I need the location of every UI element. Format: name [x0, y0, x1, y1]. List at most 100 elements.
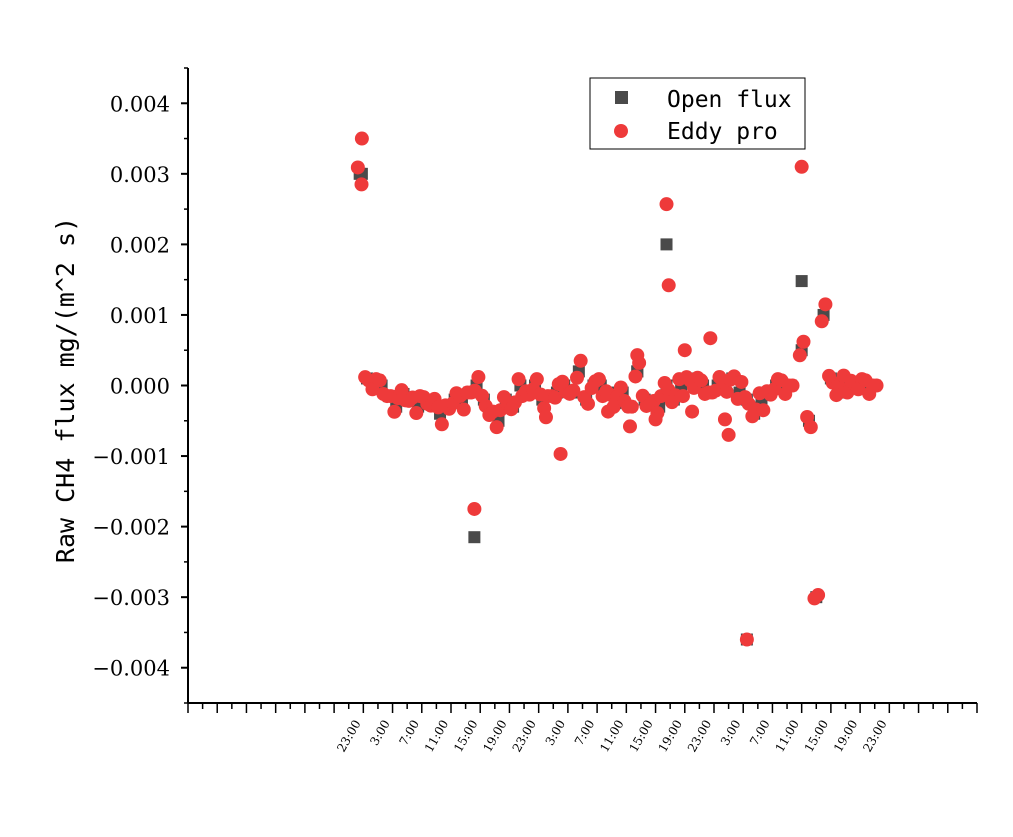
- x-tick-label: 7:00: [747, 718, 773, 748]
- y-tick-label: 0.001: [110, 304, 170, 328]
- eddy-pro-point: [822, 368, 837, 383]
- eddy-pro-point: [628, 369, 643, 384]
- eddy-pro-point: [717, 412, 732, 427]
- open-flux-point: [660, 238, 673, 251]
- eddy-pro-point: [661, 278, 676, 293]
- legend: Open flux Eddy pro: [589, 77, 806, 150]
- eddy-pro-point: [358, 370, 373, 385]
- eddy-pro-point: [538, 410, 553, 425]
- y-tick-label: 0.003: [110, 163, 170, 187]
- eddy-pro-point: [794, 159, 809, 174]
- eddy-pro-point: [679, 370, 694, 385]
- eddy-pro-point: [734, 374, 749, 389]
- eddy-pro-point: [796, 334, 811, 349]
- eddy-pro-point: [721, 427, 736, 442]
- eddy-pro-point: [601, 404, 616, 419]
- eddy-pro-point: [756, 403, 771, 418]
- eddy-pro-point: [738, 390, 753, 405]
- eddy-pro-point: [456, 402, 471, 417]
- eddy-pro-point: [482, 407, 497, 422]
- x-tick-label: 23:00: [334, 718, 363, 755]
- eddy-pro-point: [659, 197, 674, 212]
- eddy-pro-point: [591, 372, 606, 387]
- eddy-pro-point: [694, 373, 709, 388]
- eddy-pro-point: [745, 409, 760, 424]
- eddy-pro-point: [489, 420, 504, 435]
- eddy-pro-point: [599, 384, 614, 399]
- open-flux-point: [795, 275, 808, 288]
- eddy-pro-point: [664, 395, 679, 410]
- legend-label-open-flux: Open flux: [667, 87, 792, 113]
- series-eddy-pro: [350, 131, 884, 647]
- x-tick-label: 19:00: [831, 718, 860, 755]
- legend-box: [589, 77, 806, 150]
- eddy-pro-point: [818, 297, 833, 312]
- eddy-pro-point: [372, 373, 387, 388]
- x-tick-label: 11:00: [773, 718, 802, 755]
- x-tick-label: 7:00: [572, 718, 598, 748]
- eddy-pro-point: [350, 160, 365, 175]
- x-tick-label: 15:00: [451, 718, 480, 755]
- eddy-pro-point: [622, 419, 637, 434]
- eddy-pro-point: [675, 389, 690, 404]
- y-tick-label: −0.002: [92, 516, 170, 540]
- eddy-pro-point: [800, 409, 815, 424]
- eddy-pro-point: [548, 390, 563, 405]
- y-axis-ticks: 0.004 0.003 0.002 0.001 0.000 −0.001 −0.002 −0.…: [92, 67, 188, 704]
- eddy-pro-point: [434, 417, 449, 432]
- y-tick-label: −0.001: [92, 445, 170, 469]
- x-tick-label: 3:00: [543, 718, 569, 748]
- eddy-pro-point: [475, 388, 490, 403]
- eddy-pro-point: [865, 378, 880, 393]
- eddy-pro-point: [496, 390, 511, 405]
- eddy-pro-point: [657, 375, 672, 390]
- x-tick-label: 19:00: [480, 718, 509, 755]
- eddy-pro-point: [467, 501, 482, 516]
- x-tick-label: 11:00: [422, 718, 451, 755]
- eddy-pro-point: [677, 343, 692, 358]
- eddy-pro-point: [630, 348, 645, 363]
- eddy-pro-point: [380, 389, 395, 404]
- x-tick-label: 7:00: [396, 718, 422, 748]
- x-tick-label: 19:00: [656, 718, 685, 755]
- eddy-pro-point: [354, 131, 369, 146]
- eddy-pro-point: [781, 378, 796, 393]
- x-tick-label: 11:00: [597, 718, 626, 755]
- eddy-pro-point: [613, 380, 628, 395]
- eddy-pro-point: [829, 388, 844, 403]
- x-tick-label: 3:00: [367, 718, 393, 748]
- y-tick-label: −0.004: [92, 657, 170, 681]
- eddy-pro-point: [553, 446, 568, 461]
- eddy-pro-point: [401, 393, 416, 408]
- eddy-pro-point: [387, 404, 402, 419]
- eddy-pro-point: [409, 406, 424, 421]
- x-axis-ticks: 23:00 3:00 7:00 11:00 15:00 19:00 23:00 3:00 7:0…: [187, 703, 978, 755]
- y-tick-label: 0.000: [110, 375, 170, 399]
- x-tick-label: 23:00: [510, 718, 539, 755]
- y-tick-label: 0.002: [110, 233, 170, 257]
- eddy-pro-point: [394, 383, 409, 398]
- legend-marker-circle-icon: [614, 124, 628, 138]
- eddy-pro-point: [723, 372, 738, 387]
- eddy-pro-point: [354, 177, 369, 192]
- eddy-pro-point: [648, 412, 663, 427]
- eddy-pro-point: [570, 370, 585, 385]
- x-tick-label: 23:00: [685, 718, 714, 755]
- legend-marker-square-icon: [615, 91, 628, 104]
- eddy-pro-point: [504, 402, 519, 417]
- x-tick-label: 15:00: [802, 718, 831, 755]
- eddy-pro-point: [511, 372, 526, 387]
- eddy-pro-point: [573, 353, 588, 368]
- legend-label-eddy-pro: Eddy pro: [667, 119, 778, 145]
- eddy-pro-point: [792, 348, 807, 363]
- eddy-pro-point: [555, 374, 570, 389]
- eddy-pro-point: [471, 370, 486, 385]
- x-tick-label: 23:00: [860, 718, 889, 755]
- eddy-pro-point: [621, 399, 636, 414]
- y-axis-title: Raw CH4 flux mg/(m^2 s): [51, 217, 80, 563]
- eddy-pro-point: [739, 632, 754, 647]
- eddy-pro-point: [814, 314, 829, 329]
- y-tick-label: 0.004: [110, 92, 170, 116]
- x-tick-label: 3:00: [718, 718, 744, 748]
